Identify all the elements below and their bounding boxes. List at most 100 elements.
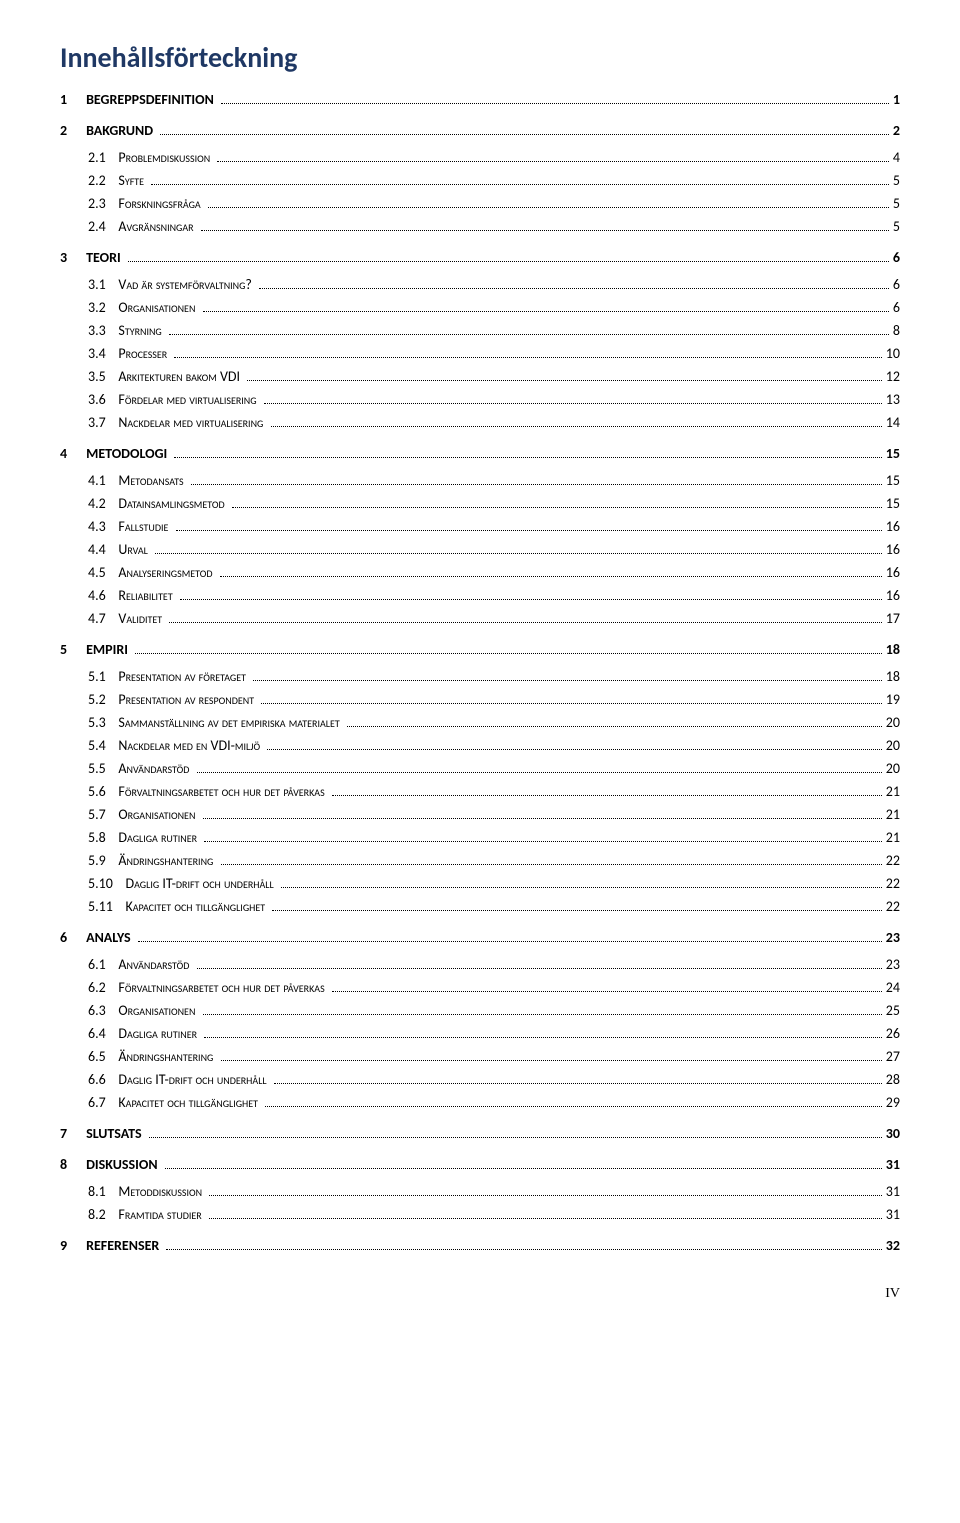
toc-entry-page: 16 [886, 585, 900, 606]
toc-entry[interactable]: 2.2 Syfte 5 [60, 170, 900, 191]
toc-entry[interactable]: 3.6 Fördelar med virtualisering 13 [60, 389, 900, 410]
toc-entry[interactable]: 3.1 Vad är systemförvaltning? 6 [60, 274, 900, 295]
toc-entry[interactable]: 6.3 Organisationen 25 [60, 1000, 900, 1021]
toc-entry[interactable]: 6.4 Dagliga rutiner 26 [60, 1023, 900, 1044]
toc-entry-label: 2.1 Problemdiskussion [88, 147, 213, 168]
page-number-footer: IV [60, 1286, 900, 1302]
toc-entry[interactable]: 4.6 Reliabilitet 16 [60, 585, 900, 606]
toc-leader-dots [204, 828, 882, 842]
toc-entry[interactable]: 4 METODOLOGI 15 [60, 443, 900, 464]
toc-entry[interactable]: 5.8 Dagliga rutiner 21 [60, 827, 900, 848]
toc-entry[interactable]: 1 BEGREPPSDEFINITION 1 [60, 89, 900, 110]
toc-entry[interactable]: 7 SLUTSATS 30 [60, 1123, 900, 1144]
toc-leader-dots [221, 90, 889, 104]
toc-entry[interactable]: 6.1 Användarstöd 23 [60, 954, 900, 975]
toc-leader-dots [160, 121, 889, 135]
toc-leader-dots [174, 344, 881, 358]
toc-entry-label: 4.5 Analyseringsmetod [88, 562, 216, 583]
toc-entry-page: 1 [893, 89, 900, 110]
toc-entry-page: 22 [886, 896, 900, 917]
toc-entry[interactable]: 6 ANALYS 23 [60, 927, 900, 948]
toc-entry[interactable]: 5.5 Användarstöd 20 [60, 758, 900, 779]
toc-entry-page: 20 [886, 758, 900, 779]
toc-leader-dots [135, 640, 882, 654]
toc-entry-label: 6.1 Användarstöd [88, 954, 193, 975]
toc-entry[interactable]: 4.5 Analyseringsmetod 16 [60, 562, 900, 583]
toc-entry[interactable]: 2 BAKGRUND 2 [60, 120, 900, 141]
toc-entry-page: 18 [886, 666, 900, 687]
table-of-contents: 1 BEGREPPSDEFINITION 1 2 BAKGRUND 2 2.1 Pr… [60, 89, 900, 1256]
toc-entry-page: 26 [886, 1023, 900, 1044]
toc-entry[interactable]: 2.1 Problemdiskussion 4 [60, 147, 900, 168]
toc-entry[interactable]: 4.7 Validitet 17 [60, 608, 900, 629]
toc-entry-label: 2.2 Syfte [88, 170, 147, 191]
toc-entry[interactable]: 4.1 Metodansats 15 [60, 470, 900, 491]
toc-leader-dots [264, 390, 882, 404]
toc-entry-page: 21 [886, 804, 900, 825]
toc-entry[interactable]: 5 EMPIRI 18 [60, 639, 900, 660]
toc-leader-dots [138, 928, 882, 942]
toc-entry-label: 2.4 Avgränsningar [88, 216, 197, 237]
toc-leader-dots [332, 782, 882, 796]
toc-entry-label: 9 REFERENSER [60, 1235, 162, 1256]
toc-entry[interactable]: 3.3 Styrning 8 [60, 320, 900, 341]
toc-leader-dots [221, 851, 882, 865]
toc-entry[interactable]: 5.11 Kapacitet och tillgänglighet 22 [60, 896, 900, 917]
toc-entry-label: 4.2 Datainsamlingsmetod [88, 493, 228, 514]
toc-leader-dots [209, 1182, 882, 1196]
toc-entry[interactable]: 4.3 Fallstudie 16 [60, 516, 900, 537]
toc-entry[interactable]: 3.4 Processer 10 [60, 343, 900, 364]
toc-entry[interactable]: 6.6 Daglig IT-drift och underhåll 28 [60, 1069, 900, 1090]
toc-entry[interactable]: 5.9 Ändringshantering 22 [60, 850, 900, 871]
toc-entry[interactable]: 8.1 Metoddiskussion 31 [60, 1181, 900, 1202]
toc-entry-label: 8 DISKUSSION [60, 1154, 161, 1175]
toc-entry[interactable]: 6.2 Förvaltningsarbetet och hur det påve… [60, 977, 900, 998]
toc-entry-label: 5.11 Kapacitet och tillgänglighet [88, 896, 268, 917]
toc-entry[interactable]: 9 REFERENSER 32 [60, 1235, 900, 1256]
toc-entry[interactable]: 2.3 Forskningsfråga 5 [60, 193, 900, 214]
toc-entry-page: 15 [886, 443, 900, 464]
toc-entry[interactable]: 8 DISKUSSION 31 [60, 1154, 900, 1175]
toc-entry-label: 4.3 Fallstudie [88, 516, 172, 537]
toc-entry-label: 6.3 Organisationen [88, 1000, 199, 1021]
toc-entry-page: 6 [893, 297, 900, 318]
toc-leader-dots [180, 586, 882, 600]
toc-entry[interactable]: 5.1 Presentation av företaget 18 [60, 666, 900, 687]
toc-leader-dots [149, 1124, 882, 1138]
toc-leader-dots [259, 275, 889, 289]
toc-entry[interactable]: 5.2 Presentation av respondent 19 [60, 689, 900, 710]
toc-entry[interactable]: 5.10 Daglig IT-drift och underhåll 22 [60, 873, 900, 894]
toc-entry[interactable]: 5.6 Förvaltningsarbetet och hur det påve… [60, 781, 900, 802]
toc-leader-dots [247, 367, 882, 381]
toc-leader-dots [217, 148, 889, 162]
toc-entry[interactable]: 8.2 Framtida studier 31 [60, 1204, 900, 1225]
toc-entry[interactable]: 2.4 Avgränsningar 5 [60, 216, 900, 237]
toc-entry-label: 3.6 Fördelar med virtualisering [88, 389, 260, 410]
toc-entry-label: 5.4 Nackdelar med en VDI-miljö [88, 735, 263, 756]
toc-entry-label: 5.9 Ändringshantering [88, 850, 217, 871]
toc-entry[interactable]: 4.4 Urval 16 [60, 539, 900, 560]
toc-leader-dots [209, 1205, 882, 1219]
toc-entry[interactable]: 3.5 Arkitekturen bakom VDI 12 [60, 366, 900, 387]
toc-entry[interactable]: 3.7 Nackdelar med virtualisering 14 [60, 412, 900, 433]
toc-leader-dots [128, 248, 889, 262]
toc-entry-page: 23 [886, 927, 900, 948]
toc-entry[interactable]: 4.2 Datainsamlingsmetod 15 [60, 493, 900, 514]
toc-leader-dots [220, 563, 882, 577]
toc-entry[interactable]: 6.7 Kapacitet och tillgänglighet 29 [60, 1092, 900, 1113]
toc-entry[interactable]: 5.3 Sammanställning av det empiriska mat… [60, 712, 900, 733]
toc-entry-page: 12 [886, 366, 900, 387]
toc-entry[interactable]: 3 TEORI 6 [60, 247, 900, 268]
toc-entry[interactable]: 3.2 Organisationen 6 [60, 297, 900, 318]
toc-leader-dots [281, 874, 882, 888]
toc-entry[interactable]: 5.7 Organisationen 21 [60, 804, 900, 825]
toc-entry-page: 23 [886, 954, 900, 975]
toc-leader-dots [169, 609, 881, 623]
toc-entry-page: 20 [886, 712, 900, 733]
toc-entry-page: 5 [893, 193, 900, 214]
toc-entry-label: 5.6 Förvaltningsarbetet och hur det påve… [88, 781, 328, 802]
toc-entry[interactable]: 6.5 Ändringshantering 27 [60, 1046, 900, 1067]
toc-entry[interactable]: 5.4 Nackdelar med en VDI-miljö 20 [60, 735, 900, 756]
toc-entry-label: 5.1 Presentation av företaget [88, 666, 249, 687]
toc-leader-dots [347, 713, 882, 727]
